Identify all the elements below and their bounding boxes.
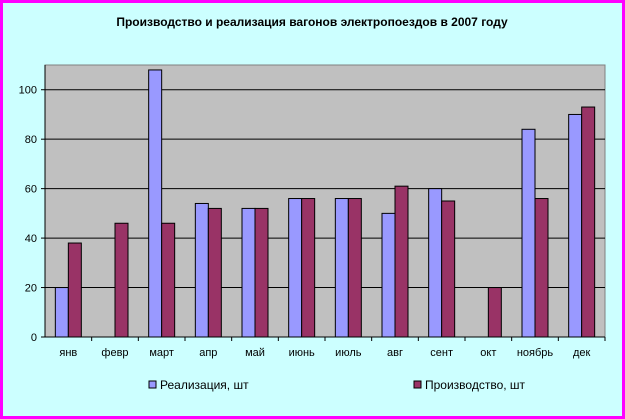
- bar-realization: [381, 212, 396, 338]
- bar-realization: [241, 207, 256, 338]
- bar-production: [161, 222, 176, 338]
- bar-realization: [194, 202, 209, 338]
- y-tick-label: 60: [25, 184, 37, 196]
- y-tick-label: 0: [31, 332, 37, 344]
- chart-title: Производство и реализация вагонов электр…: [116, 15, 508, 29]
- bars: [54, 69, 596, 338]
- x-tick-label: июнь: [289, 347, 315, 359]
- x-tick-label: апр: [199, 347, 217, 359]
- y-tick-label: 40: [25, 233, 37, 245]
- x-tick-labels: янв февр март апр май июнь июль авг сент окт ноябр…: [59, 337, 606, 359]
- legend-swatch: [413, 380, 422, 389]
- bar-production: [114, 222, 129, 338]
- bar-production: [347, 198, 362, 338]
- x-tick-label: март: [149, 347, 174, 359]
- x-tick-label: янв: [59, 347, 77, 359]
- bar-production: [441, 200, 456, 338]
- legend-label: Производство, шт: [425, 378, 526, 392]
- legend-swatch: [148, 380, 157, 389]
- bar-realization: [521, 128, 536, 338]
- x-tick-label: окт: [480, 347, 496, 359]
- bar-realization: [148, 69, 163, 338]
- gridlines: [45, 89, 605, 289]
- legend: Реализация, шт Производство, шт: [148, 378, 526, 392]
- y-tick-labels: 0 20 40 60 80 100: [19, 85, 45, 344]
- bar-realization: [568, 113, 583, 338]
- x-tick-label: дек: [573, 347, 591, 359]
- y-tick-label: 20: [25, 283, 37, 295]
- bar-production: [67, 242, 82, 338]
- bar-realization: [334, 198, 349, 338]
- x-tick-label: ноябрь: [517, 347, 554, 359]
- bar-production: [581, 106, 596, 338]
- y-tick-label: 100: [19, 85, 37, 97]
- y-tick-label: 80: [25, 134, 37, 146]
- bar-production: [301, 198, 316, 338]
- bar-production: [254, 207, 269, 338]
- bar-production: [487, 287, 502, 338]
- bar-realization: [428, 188, 443, 338]
- x-tick-label: сент: [430, 347, 453, 359]
- bar-realization: [54, 287, 69, 338]
- bar-production: [207, 207, 222, 338]
- x-tick-label: май: [245, 347, 265, 359]
- legend-label: Реализация, шт: [160, 378, 249, 392]
- x-tick-label: авг: [387, 347, 403, 359]
- bar-realization: [288, 198, 303, 338]
- plot-area: [44, 64, 606, 338]
- x-tick-label: июль: [335, 347, 362, 359]
- bar-production: [534, 198, 549, 338]
- x-tick-label: февр: [101, 347, 128, 359]
- bar-production: [394, 185, 409, 338]
